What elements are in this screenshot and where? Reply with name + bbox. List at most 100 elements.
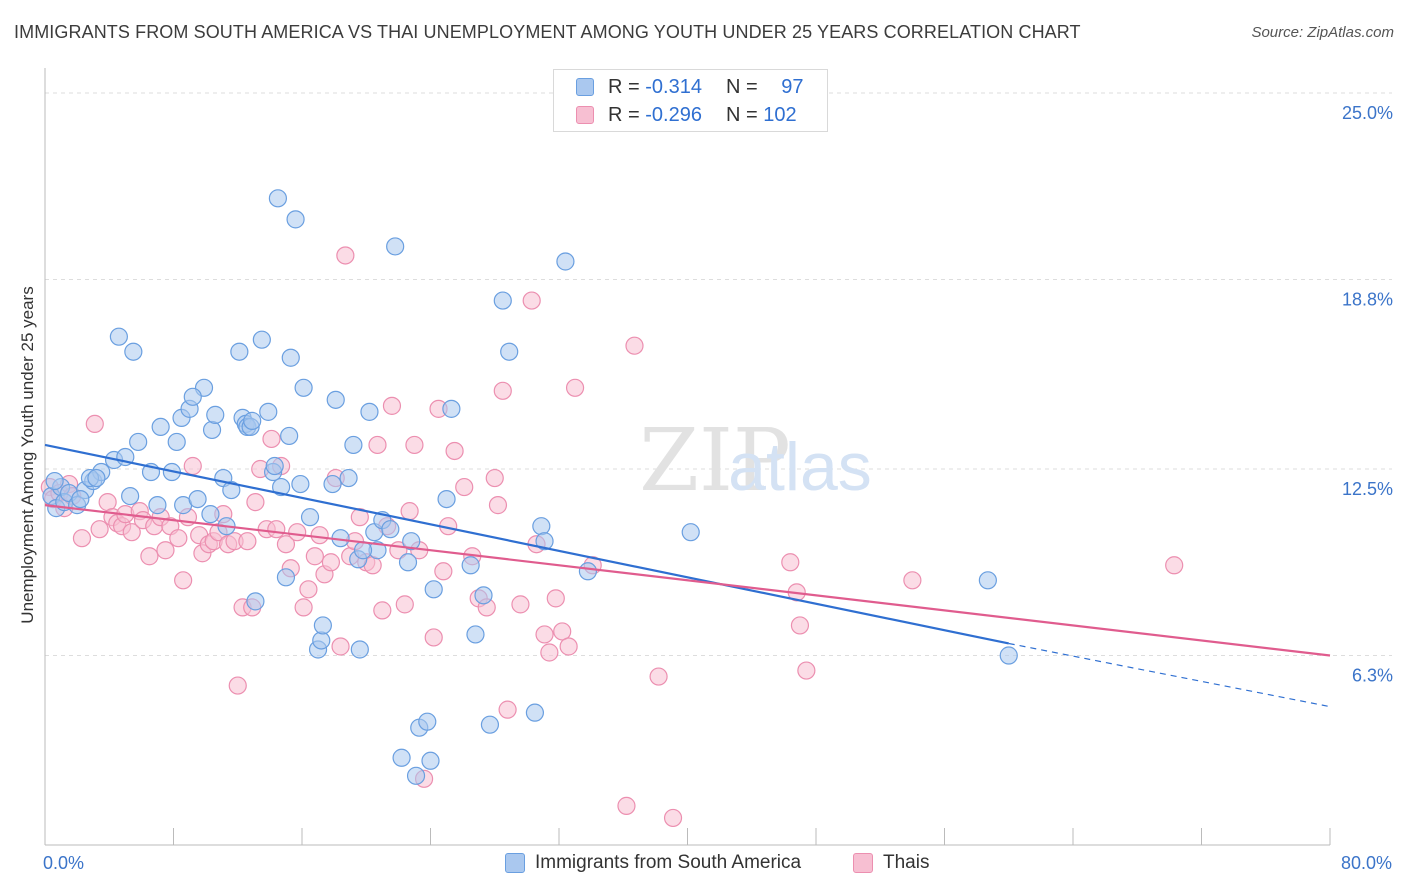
trend-lines <box>44 443 1331 708</box>
immigrants-point <box>999 646 1018 665</box>
thais-point <box>565 378 585 397</box>
correlation-legend: R = -0.314 N = 97 R = -0.296 N = 102 <box>553 69 828 132</box>
thais-point <box>1165 556 1184 575</box>
thais-point <box>310 526 329 545</box>
immigrants-point <box>222 480 241 500</box>
thais-point <box>488 496 508 515</box>
thais-point <box>553 622 572 641</box>
legend-row-immigrants: R = -0.314 N = 97 <box>554 72 804 102</box>
immigrants-point <box>313 616 332 635</box>
thais-point <box>405 435 424 455</box>
thais-point <box>455 477 474 497</box>
immigrants-point <box>681 523 700 542</box>
legend-n-thais: N = 102 <box>726 104 797 127</box>
thais-point <box>663 808 683 828</box>
immigrants-point <box>578 562 598 581</box>
thais-point <box>156 541 175 560</box>
n-label: N = <box>726 75 758 98</box>
thais-point <box>395 595 414 614</box>
x-tick-max: 80.0% <box>1340 853 1392 873</box>
thais-point <box>140 547 159 566</box>
immigrants-point <box>323 474 342 494</box>
immigrants-point <box>406 766 426 785</box>
immigrants-point <box>280 426 299 446</box>
pink-swatch <box>853 853 873 873</box>
immigrants-point <box>265 456 284 476</box>
thais-point <box>276 535 296 554</box>
immigrants-point <box>286 210 305 229</box>
thais-point <box>294 598 313 617</box>
y-tick-label: 12.5% <box>1342 479 1393 499</box>
grid-lines: 6.3% 12.5% 18.8% 25.0% <box>45 92 1393 686</box>
immigrants-point <box>353 541 373 560</box>
thais-point <box>122 523 141 542</box>
immigrants-trend-extension <box>1008 642 1331 708</box>
thais-point <box>400 502 419 521</box>
immigrants-point <box>493 291 512 310</box>
thais-point <box>485 468 504 488</box>
immigrants-point <box>45 471 64 491</box>
r-label: R = <box>608 75 640 98</box>
thais-point <box>797 661 816 680</box>
immigrants-point <box>230 342 249 361</box>
immigrants-point <box>392 748 411 767</box>
immigrants-point <box>243 411 262 430</box>
thais-point <box>424 628 443 647</box>
thais-point <box>546 589 565 608</box>
immigrants-point <box>535 532 554 551</box>
n-value: 102 <box>763 103 797 126</box>
y-tick-label: 18.8% <box>1342 290 1393 310</box>
x-tick-min: 0.0% <box>43 853 85 873</box>
immigrants-point <box>188 489 207 509</box>
immigrants-point <box>272 477 291 497</box>
pink-swatch <box>576 106 594 124</box>
legend-r-immigrants: R = -0.314 <box>608 76 726 99</box>
r-value: -0.314 <box>645 75 702 98</box>
immigrants-point <box>259 402 278 421</box>
immigrants-point <box>442 399 461 418</box>
immigrants-point <box>121 486 140 506</box>
thais-point <box>535 625 554 644</box>
immigrants-point <box>151 417 170 437</box>
immigrants-point <box>312 631 331 650</box>
blue-swatch <box>505 853 525 873</box>
axes <box>44 68 1331 846</box>
blue-swatch <box>576 78 594 96</box>
thais-point <box>649 667 668 686</box>
immigrants-point <box>276 568 296 587</box>
immigrants-point <box>246 592 265 611</box>
thais-point <box>98 493 117 512</box>
thais-point <box>498 700 517 719</box>
thais-point <box>90 520 109 539</box>
y-tick-label: 25.0% <box>1342 103 1393 123</box>
thais-point <box>72 529 92 548</box>
immigrants-point <box>291 474 310 494</box>
immigrants-point <box>71 489 90 509</box>
immigrants-point <box>129 432 148 452</box>
immigrants-point <box>424 580 443 599</box>
immigrants-point <box>480 715 500 734</box>
legend-r-thais: R = -0.296 <box>608 104 726 127</box>
immigrants-point <box>167 432 186 452</box>
thais-point <box>382 396 402 415</box>
immigrants-point <box>344 435 363 455</box>
chart-title: IMMIGRANTS FROM SOUTH AMERICA VS THAI UN… <box>14 22 1081 42</box>
immigrants-point <box>381 520 400 539</box>
r-value: -0.296 <box>645 103 702 126</box>
thais-point <box>246 493 265 512</box>
legend-label-immigrants: Immigrants from South America <box>535 852 802 873</box>
legend-item-thais: Thais <box>853 852 929 874</box>
thais-point <box>85 414 104 434</box>
thais-point <box>617 796 636 815</box>
immigrants-point <box>268 189 288 208</box>
thais-point <box>540 643 559 662</box>
immigrants-point <box>183 387 202 406</box>
immigrants-point <box>206 405 225 424</box>
legend-label-thais: Thais <box>883 852 930 873</box>
immigrants-point <box>339 468 358 488</box>
immigrants-point <box>421 751 440 770</box>
r-label: R = <box>608 103 640 126</box>
legend-n-immigrants: N = 97 <box>726 76 804 99</box>
thais-point <box>238 532 257 551</box>
thais-point <box>625 336 644 355</box>
